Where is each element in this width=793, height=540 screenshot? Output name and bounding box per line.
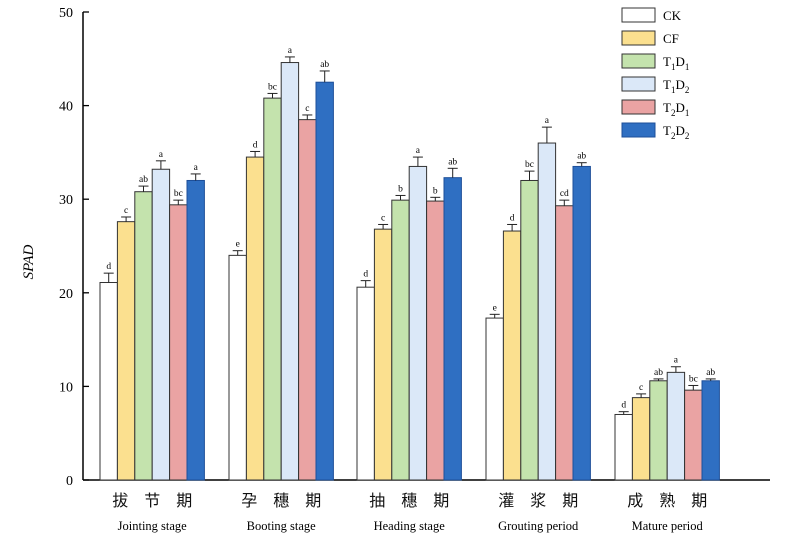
bar [485, 317, 504, 481]
bar [649, 380, 668, 481]
significance-label: e [493, 303, 497, 313]
category-label-en: Booting stage [247, 519, 317, 533]
bar [99, 282, 118, 481]
bar [245, 156, 265, 481]
bar [572, 165, 591, 481]
bar [443, 177, 462, 481]
bar [116, 221, 136, 481]
y-tick-label: 40 [59, 100, 73, 115]
bar [684, 389, 703, 481]
legend-swatch [621, 99, 656, 115]
significance-label: c [381, 213, 385, 223]
significance-label: a [288, 46, 293, 56]
legend-label: T2D1 [663, 100, 689, 118]
category-label-cn: 拔 节 期 [112, 491, 192, 510]
bar [391, 199, 410, 481]
legend-label: CK [663, 8, 682, 23]
significance-label: ab [448, 157, 457, 167]
y-tick-label: 20 [59, 287, 73, 302]
legend-swatch [621, 53, 656, 69]
category-label-en: Grouting period [498, 519, 579, 533]
significance-label: a [416, 146, 421, 156]
bar [631, 397, 651, 481]
category-label-cn: 抽 穗 期 [369, 491, 449, 510]
bar-group: d c ab a bc a [99, 150, 205, 481]
bar [555, 205, 574, 481]
bar [134, 191, 153, 481]
legend-label: CF [663, 31, 679, 46]
bar [520, 179, 539, 481]
y-tick-label: 0 [66, 474, 73, 489]
y-tick-label: 10 [59, 380, 73, 395]
significance-label: c [639, 383, 643, 393]
bar [408, 165, 428, 481]
bar-group: e d bc a cd ab [485, 116, 591, 481]
category-label-en: Heading stage [374, 519, 446, 533]
bar [426, 200, 445, 481]
significance-label: a [674, 356, 679, 366]
bar-group: e d bc a c ab [228, 46, 334, 481]
legend-label: T2D2 [663, 123, 689, 141]
significance-label: d [106, 262, 111, 272]
significance-label: d [253, 140, 258, 150]
bar [315, 81, 334, 481]
category-label-cn: 灌 浆 期 [498, 491, 578, 510]
bar [298, 119, 317, 481]
significance-label: ab [320, 60, 329, 70]
bar [701, 380, 720, 481]
legend-label: T1D1 [663, 54, 689, 72]
category-label-cn: 成 熟 期 [627, 491, 707, 510]
significance-label: bc [268, 82, 277, 92]
y-tick-label: 30 [59, 193, 73, 208]
significance-label: a [545, 116, 550, 126]
significance-label: a [194, 163, 199, 173]
legend-swatch [621, 76, 656, 92]
category-label-cn: 孕 穗 期 [241, 491, 321, 510]
significance-label: bc [689, 374, 698, 384]
legend: CK CF T1D1 T1D2 T2D1 T2D2 [621, 7, 689, 141]
category-label-en: Mature period [632, 519, 704, 533]
significance-label: cd [560, 189, 569, 199]
bar [502, 230, 522, 481]
legend-swatch [621, 122, 656, 138]
significance-label: a [159, 150, 164, 160]
bar [228, 254, 247, 481]
significance-label: bc [525, 160, 534, 170]
significance-label: e [236, 240, 240, 250]
y-axis-label: SPAD [21, 244, 37, 279]
bar [263, 97, 282, 481]
significance-label: ab [139, 175, 148, 185]
legend-swatch [621, 30, 656, 46]
bar [666, 371, 686, 481]
category-label-en: Jointing stage [118, 519, 188, 533]
legend-swatch [621, 7, 656, 23]
legend-label: T1D2 [663, 77, 689, 95]
bar [186, 179, 205, 481]
significance-label: bc [174, 189, 183, 199]
significance-label: c [124, 206, 128, 216]
bar [537, 142, 557, 481]
y-tick-label: 50 [59, 6, 73, 21]
bar [373, 228, 393, 481]
significance-label: ab [706, 368, 715, 378]
significance-label: ab [654, 368, 663, 378]
significance-label: ab [577, 152, 586, 162]
bar [151, 168, 171, 481]
significance-label: d [510, 213, 515, 223]
bar [169, 204, 188, 481]
significance-label: b [398, 184, 403, 194]
significance-label: d [363, 270, 368, 280]
significance-label: d [621, 401, 626, 411]
bars: dcababcaedbcacabdcbababedbcacdabdcababca… [99, 46, 720, 481]
significance-label: c [305, 104, 309, 114]
significance-label: b [433, 186, 438, 196]
bar [614, 413, 633, 481]
bar [280, 62, 300, 481]
category-labels: 拔 节 期 Jointing stage 孕 穗 期 Booting stage 抽 穗… [112, 491, 707, 533]
bar [356, 286, 375, 481]
